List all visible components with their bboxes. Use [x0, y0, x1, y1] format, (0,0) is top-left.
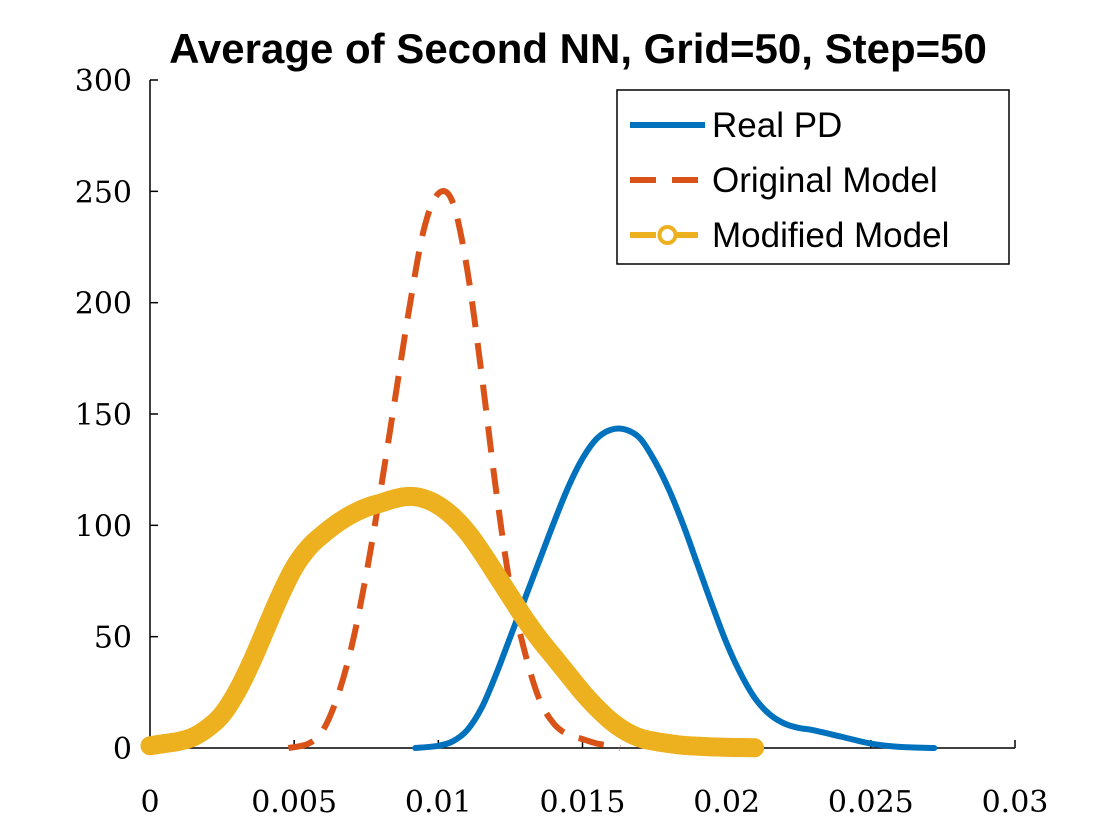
- legend-entry: Real PD: [630, 106, 842, 145]
- y-tick-label: 100: [75, 509, 132, 544]
- legend: Real PD Original Model Modified Model: [616, 89, 1010, 265]
- y-tick-label: 50: [94, 621, 132, 656]
- series-line: [287, 188, 621, 751]
- x-tick-label: 0.015: [540, 785, 626, 820]
- x-tick-label: 0.02: [693, 785, 760, 820]
- x-tick-label: 0.025: [828, 785, 914, 820]
- x-tick-label: 0.005: [251, 785, 337, 820]
- series-2: [287, 188, 621, 751]
- series-3: [140, 486, 765, 758]
- y-tick-label: 300: [75, 64, 132, 99]
- legend-entry: Modified Model: [630, 216, 949, 255]
- x-tick-label: 0.01: [405, 785, 472, 820]
- series-line: [149, 493, 756, 751]
- y-tick-label: 0: [113, 732, 132, 767]
- legend-label: Original Model: [712, 161, 938, 200]
- legend-label: Real PD: [712, 106, 842, 145]
- legend-entry: Original Model: [630, 161, 938, 200]
- y-tick-label: 200: [75, 287, 132, 322]
- x-tick-label: 0.03: [982, 785, 1049, 820]
- series-1: [412, 425, 938, 751]
- data-point: [745, 738, 765, 758]
- chart-title: Average of Second NN, Grid=50, Step=50: [169, 25, 987, 72]
- series-layer: [140, 188, 938, 758]
- series-line: [412, 425, 938, 751]
- legend-marker: [657, 225, 678, 245]
- legend-label: Modified Model: [712, 216, 949, 255]
- y-tick-label: 150: [75, 398, 132, 433]
- axes: 0 0.005 0.01 0.015 0.02 0.025 0.03 0 50 100 150 200…: [75, 64, 1049, 820]
- y-tick-label: 250: [75, 175, 132, 210]
- x-tick-label: 0: [140, 785, 159, 820]
